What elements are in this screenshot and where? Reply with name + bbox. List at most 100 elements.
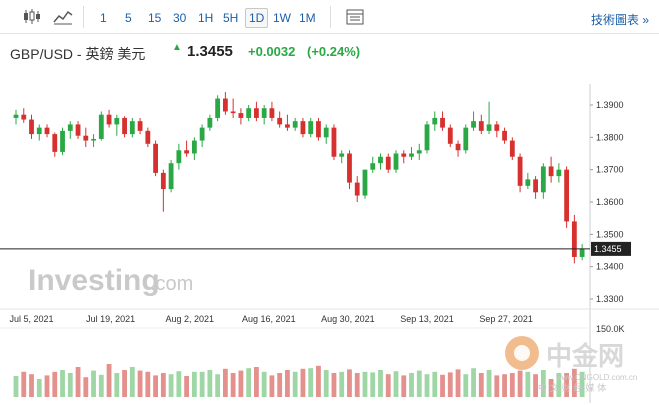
volume-bar <box>230 373 236 397</box>
up-arrow-icon: ▲ <box>172 42 182 53</box>
candle[interactable] <box>75 121 81 139</box>
timeframe-1w[interactable]: 1W <box>273 11 291 25</box>
candle[interactable] <box>331 124 337 160</box>
candle[interactable] <box>222 92 228 115</box>
timeframe-1h[interactable]: 1H <box>198 11 214 25</box>
candle[interactable] <box>137 117 143 135</box>
x-axis: Jul 5, 2021 Jul 19, 2021 Aug 2, 2021 Aug 16… <box>9 314 532 324</box>
timeframe-5[interactable]: 5 <box>125 11 132 25</box>
candle[interactable] <box>269 101 275 122</box>
timeframe-30[interactable]: 30 <box>173 11 187 25</box>
candle[interactable] <box>106 109 112 128</box>
candle[interactable] <box>36 124 42 141</box>
candle[interactable] <box>238 108 244 125</box>
timeframe-1d[interactable]: 1D <box>245 8 269 28</box>
candle[interactable] <box>385 153 391 173</box>
candle[interactable] <box>354 176 360 202</box>
timeframe-15[interactable]: 15 <box>148 11 162 25</box>
candlestick-chart-icon[interactable] <box>22 7 44 27</box>
candle[interactable] <box>21 108 27 123</box>
candle[interactable] <box>455 140 461 157</box>
candle[interactable] <box>316 117 321 141</box>
candle[interactable] <box>122 116 127 138</box>
area-chart-icon[interactable] <box>52 7 74 27</box>
candle[interactable] <box>339 150 345 164</box>
candle[interactable] <box>13 109 19 125</box>
timeframe-1m[interactable]: 1M <box>299 11 316 25</box>
y-axis: 1.3900 1.3800 1.3700 1.3600 1.3500 1.3400 1.33… <box>590 100 624 304</box>
candle[interactable] <box>486 101 492 135</box>
candle[interactable] <box>254 101 259 122</box>
candle[interactable] <box>98 111 104 141</box>
candle[interactable] <box>347 150 352 190</box>
candle[interactable] <box>502 127 507 144</box>
candle[interactable] <box>533 176 538 199</box>
y-tick-label: 1.3300 <box>596 294 624 304</box>
candle[interactable] <box>129 117 135 138</box>
candle[interactable] <box>323 124 329 144</box>
candle[interactable] <box>308 117 314 138</box>
candle[interactable] <box>571 214 577 264</box>
candle[interactable] <box>370 156 376 173</box>
candle[interactable] <box>393 150 399 173</box>
candle[interactable] <box>215 95 221 122</box>
timeframe-5h[interactable]: 5H <box>223 11 239 25</box>
candle[interactable] <box>292 117 298 131</box>
candle[interactable] <box>548 156 554 183</box>
candle[interactable] <box>579 244 585 261</box>
candle[interactable] <box>556 163 562 183</box>
candle[interactable] <box>300 117 306 138</box>
candle[interactable] <box>564 166 570 228</box>
candle[interactable] <box>153 140 158 177</box>
technical-chart-link[interactable]: 技術圖表 » <box>590 13 649 27</box>
candle[interactable] <box>424 121 430 154</box>
candle[interactable] <box>60 127 65 156</box>
cngold-watermark: 中金网 www.CNGOLD.com.cn 中 文 财 经 媒 体 <box>505 336 637 394</box>
candle[interactable] <box>277 111 283 128</box>
candle[interactable] <box>525 172 531 190</box>
candle[interactable] <box>29 114 34 139</box>
candle[interactable] <box>44 124 50 138</box>
candle[interactable] <box>145 127 151 148</box>
timeframe-1[interactable]: 1 <box>100 11 107 25</box>
candle[interactable] <box>199 124 205 148</box>
candle[interactable] <box>540 163 546 199</box>
candle[interactable] <box>509 137 515 160</box>
candle[interactable] <box>52 132 58 157</box>
candle[interactable] <box>494 121 500 138</box>
candle[interactable] <box>285 114 290 131</box>
candle[interactable] <box>463 124 469 154</box>
volume-bar <box>424 374 430 397</box>
candle[interactable] <box>416 143 422 160</box>
candle[interactable] <box>362 169 368 199</box>
volume-bar <box>285 370 290 397</box>
volume-bar <box>215 374 221 397</box>
candle[interactable] <box>114 114 120 136</box>
candle[interactable] <box>517 153 523 193</box>
candle[interactable] <box>67 121 73 139</box>
candle[interactable] <box>471 111 476 131</box>
candle[interactable] <box>191 137 197 160</box>
candle[interactable] <box>447 124 453 148</box>
candle[interactable] <box>207 114 213 131</box>
list-panel-icon[interactable] <box>344 7 366 27</box>
candle[interactable] <box>478 114 484 135</box>
candle[interactable] <box>83 127 89 148</box>
candle[interactable] <box>176 143 182 170</box>
volume-bar <box>29 374 34 397</box>
candle[interactable] <box>440 111 445 131</box>
candle[interactable] <box>378 153 383 170</box>
candle[interactable] <box>160 169 166 212</box>
volume-bar <box>385 374 391 397</box>
candle[interactable] <box>401 150 407 164</box>
candle[interactable] <box>168 159 174 193</box>
candle[interactable] <box>230 98 236 118</box>
volume-bar <box>67 373 73 397</box>
candle[interactable] <box>184 140 190 157</box>
candle[interactable] <box>261 105 267 125</box>
candle[interactable] <box>246 105 252 122</box>
candle[interactable] <box>91 134 96 148</box>
candle[interactable] <box>432 111 438 131</box>
candle[interactable] <box>409 147 414 160</box>
